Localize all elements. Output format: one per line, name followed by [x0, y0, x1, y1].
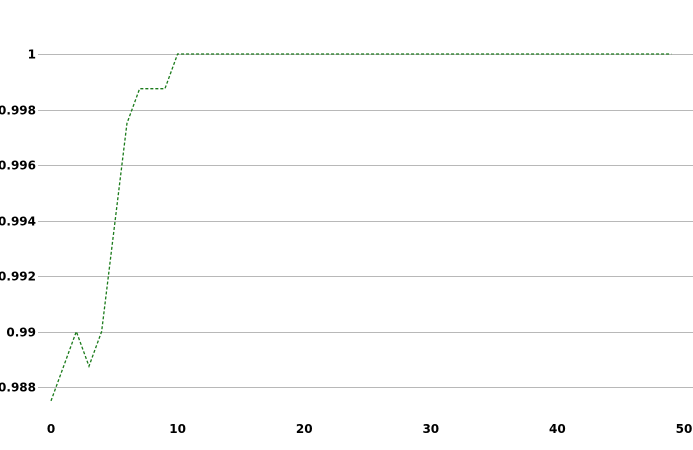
series-line-0 — [50, 53, 672, 402]
series-layer — [50, 53, 672, 402]
x-tick-label: 40 — [549, 422, 566, 436]
x-tick-label: 0 — [47, 422, 55, 436]
y-tick-label: 1 — [28, 48, 36, 62]
y-tick-label: 0.988 — [0, 381, 36, 395]
x-tick-label: 20 — [296, 422, 313, 436]
x-axis-tick-labels: 0 10 20 30 40 50 — [47, 422, 693, 436]
y-tick-label: 0.99 — [6, 326, 36, 340]
x-tick-label: 50 — [676, 422, 693, 436]
gridlines — [38, 54, 693, 388]
y-tick-label: 0.996 — [0, 159, 36, 173]
x-tick-label: 30 — [422, 422, 439, 436]
y-tick-label: 0.992 — [0, 270, 36, 284]
y-axis-tick-labels: 0.988 0.99 0.992 0.994 0.996 0.998 1 — [0, 48, 36, 395]
y-tick-label: 0.998 — [0, 104, 36, 118]
y-tick-label: 0.994 — [0, 215, 36, 229]
x-tick-label: 10 — [169, 422, 186, 436]
